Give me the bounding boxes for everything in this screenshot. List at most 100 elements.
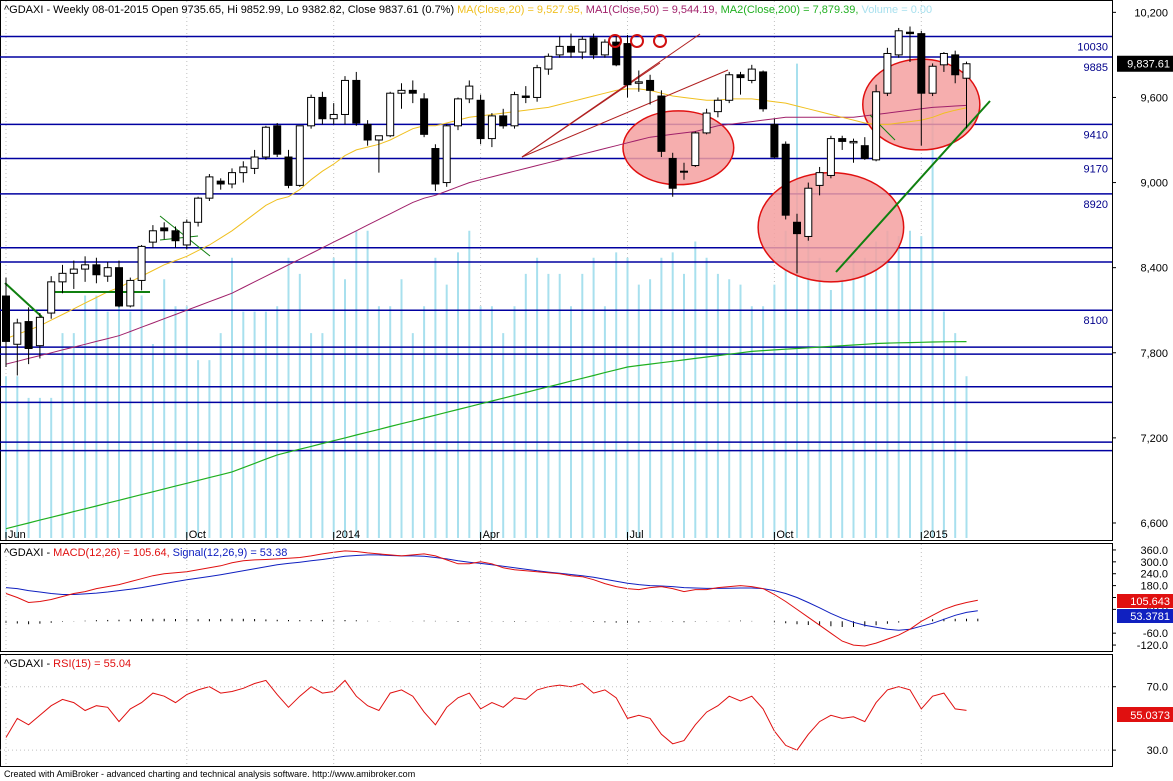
candle-body-68 xyxy=(770,123,779,158)
last-close-value: 9,837.61 xyxy=(1127,59,1170,71)
candle-body-6 xyxy=(69,268,78,274)
price-xtick-label-5: Oct xyxy=(776,529,793,541)
candle-body-76 xyxy=(860,145,869,159)
macd-value-tag: 105.643 xyxy=(1117,594,1173,608)
candle-body-43 xyxy=(487,115,496,140)
candle-body-46 xyxy=(521,95,530,98)
fan-line-2 xyxy=(521,62,661,158)
rsi-ytick-label-0: 70.0 xyxy=(1147,682,1168,694)
candle-body-64 xyxy=(725,74,734,101)
candle-body-81 xyxy=(917,33,926,94)
candle-body-83 xyxy=(939,52,948,66)
candle-body-70 xyxy=(793,221,801,235)
candle-body-47 xyxy=(533,67,542,98)
candle-body-42 xyxy=(476,99,485,140)
rsi-y-axis: 70.0 30.0 xyxy=(0,655,1168,766)
level-label-4: 8920 xyxy=(1084,199,1108,211)
level-labels: 10030 9885 9410 9170 8920 8100 xyxy=(1077,41,1108,327)
rsi-value-tag: 55.0373 xyxy=(1117,707,1173,722)
candle-body-78 xyxy=(883,52,892,94)
macd-header: ^GDAXI - MACD(12,26) = 105.64, Signal(12,… xyxy=(4,547,287,559)
candle-body-24 xyxy=(273,125,282,155)
macd-tag-value: 105.643 xyxy=(1130,596,1170,608)
signal-line xyxy=(5,554,978,631)
top-marker-3 xyxy=(653,34,667,48)
macd-ytick-label-1: 300.0 xyxy=(1140,557,1168,569)
candle-body-69 xyxy=(781,143,790,216)
candle-body-84 xyxy=(951,54,960,76)
signal-tag-value: 53.3781 xyxy=(1130,611,1170,623)
candle-body-57 xyxy=(646,79,655,91)
last-close-tag-bg xyxy=(1117,55,1173,72)
candle-body-62 xyxy=(702,112,711,134)
price-ytick-label-4: 7,800 xyxy=(1140,348,1168,360)
candle-body-14 xyxy=(160,227,169,232)
macd-header-symbol: ^GDAXI - xyxy=(4,547,53,559)
candle-body-79 xyxy=(894,30,903,56)
rsi-header-rsi: RSI(15) = 55.04 xyxy=(53,658,131,670)
candle-body-52 xyxy=(589,37,598,56)
candle-body-2 xyxy=(24,321,33,350)
candle-body-56 xyxy=(634,81,643,84)
rsi-plot-frame xyxy=(0,654,1113,767)
candle-body-1 xyxy=(13,322,22,345)
level-label-1: 9885 xyxy=(1084,62,1108,74)
candle-body-60 xyxy=(680,170,688,173)
candle-body-51 xyxy=(578,38,587,53)
price-xtick-label-3: Apr xyxy=(483,529,500,541)
candle-body-3 xyxy=(35,316,44,347)
candle-body-72 xyxy=(815,172,824,186)
level-label-3: 9170 xyxy=(1084,163,1108,175)
macd-lines xyxy=(5,550,978,647)
price-y-axis: 10,200 9,600 9,000 8,400 7,800 7,200 6,600 xyxy=(1112,7,1168,530)
candle-body-13 xyxy=(148,230,157,243)
rsi-header: ^GDAXI - RSI(15) = 55.04 xyxy=(4,658,131,670)
candle-body-17 xyxy=(194,197,203,223)
price-header-volume: Volume = 0.00 xyxy=(861,4,932,16)
candle-body-77 xyxy=(872,91,881,161)
candle-body-48 xyxy=(544,55,553,70)
candle-body-19 xyxy=(216,180,225,185)
candle-body-18 xyxy=(205,176,214,199)
last-close-tag: 9,837.61 xyxy=(1117,55,1173,72)
macd-header-signal: Signal(12,26,9) = 53.38 xyxy=(173,547,288,559)
rsi-line xyxy=(5,679,967,751)
price-ytick-label-1: 9,600 xyxy=(1140,92,1168,104)
candle-body-22 xyxy=(250,156,259,169)
price-ytick-label-3: 8,400 xyxy=(1140,263,1168,275)
candle-body-73 xyxy=(826,138,835,176)
candle-body-26 xyxy=(295,125,304,186)
trend-segment-1 xyxy=(4,282,43,318)
price-ytick-label-2: 9,000 xyxy=(1140,178,1168,190)
macd-ytick-label-7: -120.0 xyxy=(1137,640,1168,652)
candle-body-36 xyxy=(408,89,417,94)
volume-bars xyxy=(5,63,968,538)
level-label-2: 9410 xyxy=(1084,129,1108,141)
price-header-ma200: MA2(Close,200) = 7,879.39, xyxy=(721,4,859,16)
candle-body-74 xyxy=(838,138,847,142)
candle-body-82 xyxy=(928,65,937,94)
candle-body-28 xyxy=(318,96,327,120)
candle-body-59 xyxy=(668,157,677,189)
candle-body-33 xyxy=(374,135,383,141)
price-xtick-label-2: 2014 xyxy=(336,529,360,541)
uptrend-line xyxy=(835,100,991,273)
candle-body-35 xyxy=(397,89,406,94)
candle-body-10 xyxy=(115,267,123,307)
candle-body-61 xyxy=(691,132,700,167)
candle-body-20 xyxy=(228,172,236,185)
price-header: ^GDAXI - Weekly 08-01-2015 Open 9735.65,… xyxy=(4,4,932,16)
ma200-line xyxy=(5,341,967,530)
macd-tag-bg xyxy=(1117,594,1173,608)
candle-body-34 xyxy=(386,92,395,137)
ma50-line xyxy=(5,104,967,365)
rsi-tag-value: 55.0373 xyxy=(1130,710,1170,722)
macd-ytick-label-0: 360.0 xyxy=(1140,545,1168,557)
candles xyxy=(2,26,971,376)
top-markers xyxy=(608,34,667,48)
fan-line-3 xyxy=(521,69,729,158)
rsi-ytick-label-1: 30.0 xyxy=(1147,745,1168,757)
candle-body-37 xyxy=(420,98,429,135)
macd-ytick-label-3: 180.0 xyxy=(1140,581,1168,593)
